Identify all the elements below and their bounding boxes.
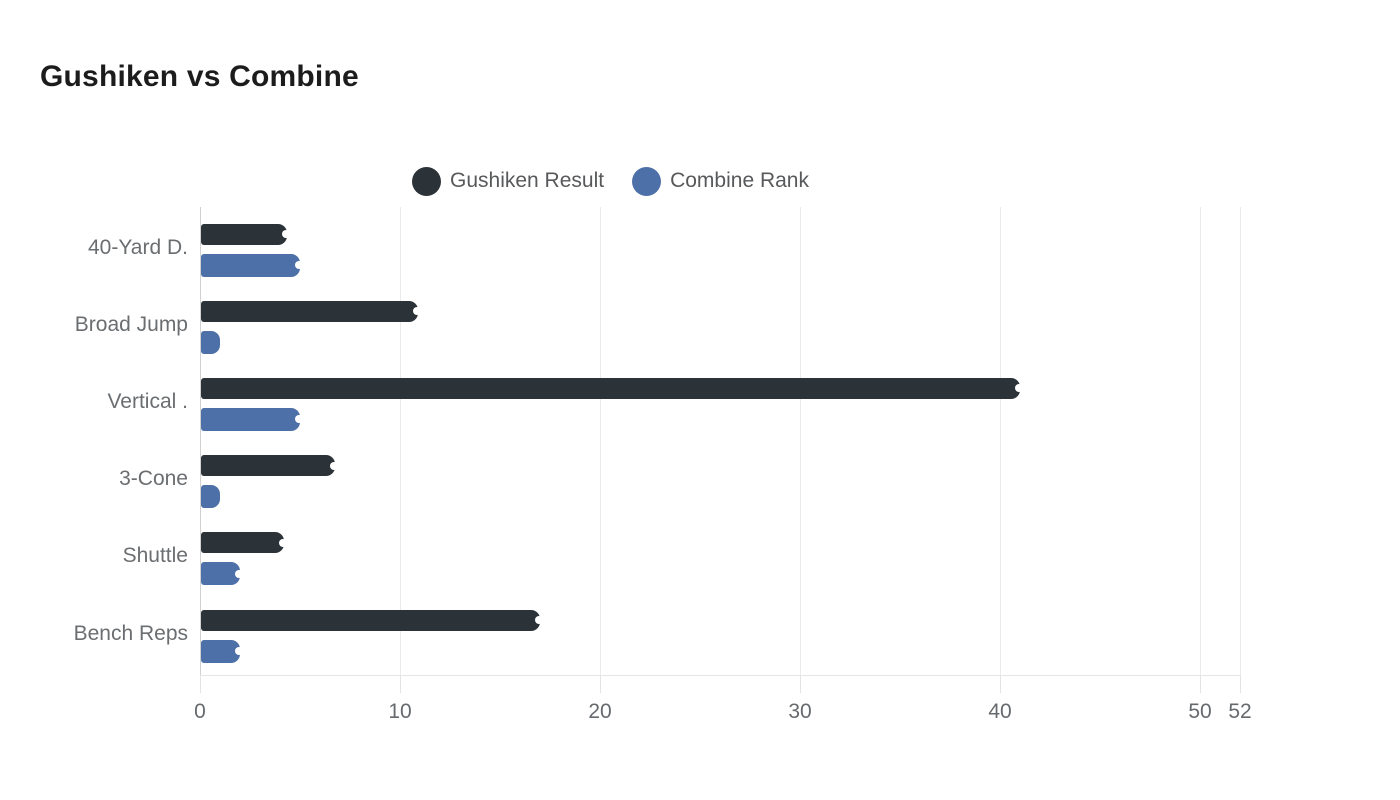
gridline-x-10 xyxy=(400,207,401,675)
x-tick-label-10: 10 xyxy=(388,700,412,723)
bar-combine-rank-shuttle xyxy=(201,562,243,586)
bar-gushiken-result-bench-reps xyxy=(201,609,543,631)
bar-gushiken-result-40-yard-d xyxy=(201,223,290,245)
legend-label-combine-rank: Combine Rank xyxy=(670,169,809,192)
category-label-bench-reps: Bench Reps xyxy=(73,621,188,645)
category-label-40-yard-d: 40-Yard D. xyxy=(88,235,188,259)
bar-combine-rank-broad-jump xyxy=(201,330,220,354)
tick-mark-x-30 xyxy=(800,675,801,693)
tick-mark-x-50 xyxy=(1200,675,1201,693)
tick-mark-x-52 xyxy=(1240,675,1241,693)
gridline-x-52 xyxy=(1240,207,1241,675)
x-tick-label-50: 50 xyxy=(1188,700,1212,723)
category-label-broad-jump: Broad Jump xyxy=(74,312,188,336)
x-tick-label-20: 20 xyxy=(588,700,612,723)
legend-item-gushiken-result[interactable]: Gushiken Result xyxy=(412,166,605,196)
tick-mark-x-20 xyxy=(600,675,601,693)
gridline-x-40 xyxy=(1000,207,1001,675)
y-axis-line xyxy=(200,207,201,675)
bar-combine-rank-40-yard-d xyxy=(201,253,303,277)
x-tick-label-0: 0 xyxy=(194,700,206,723)
category-label-3-cone: 3-Cone xyxy=(119,467,188,491)
x-tick-label-52: 52 xyxy=(1228,700,1252,723)
legend-swatch-gushiken-result xyxy=(412,166,441,196)
gridline-x-30 xyxy=(800,207,801,675)
tick-mark-x-0 xyxy=(200,675,201,693)
legend-label-gushiken-result: Gushiken Result xyxy=(450,169,605,192)
tick-mark-x-40 xyxy=(1000,675,1001,693)
bar-gushiken-result-shuttle xyxy=(201,532,287,554)
legend-item-combine-rank[interactable]: Combine Rank xyxy=(632,166,809,196)
tick-mark-x-10 xyxy=(400,675,401,693)
gridline-x-50 xyxy=(1200,207,1201,675)
bar-combine-rank-3-cone xyxy=(201,485,220,509)
chart-legend: Gushiken Result Combine Rank xyxy=(412,165,809,197)
bar-gushiken-result-vertical xyxy=(201,377,1023,399)
x-tick-label-40: 40 xyxy=(988,700,1012,723)
category-label-vertical: Vertical . xyxy=(107,389,188,413)
bar-gushiken-result-broad-jump xyxy=(201,300,421,322)
category-label-shuttle: Shuttle xyxy=(122,544,188,568)
chart-title: Gushiken vs Combine xyxy=(40,60,359,93)
bar-combine-rank-vertical xyxy=(201,407,303,431)
bar-combine-rank-bench-reps xyxy=(201,639,243,663)
legend-swatch-combine-rank xyxy=(632,166,662,196)
bar-gushiken-result-3-cone xyxy=(201,455,338,477)
x-tick-label-30: 30 xyxy=(788,700,812,723)
gridline-x-20 xyxy=(600,207,601,675)
x-axis-line xyxy=(200,675,1240,676)
